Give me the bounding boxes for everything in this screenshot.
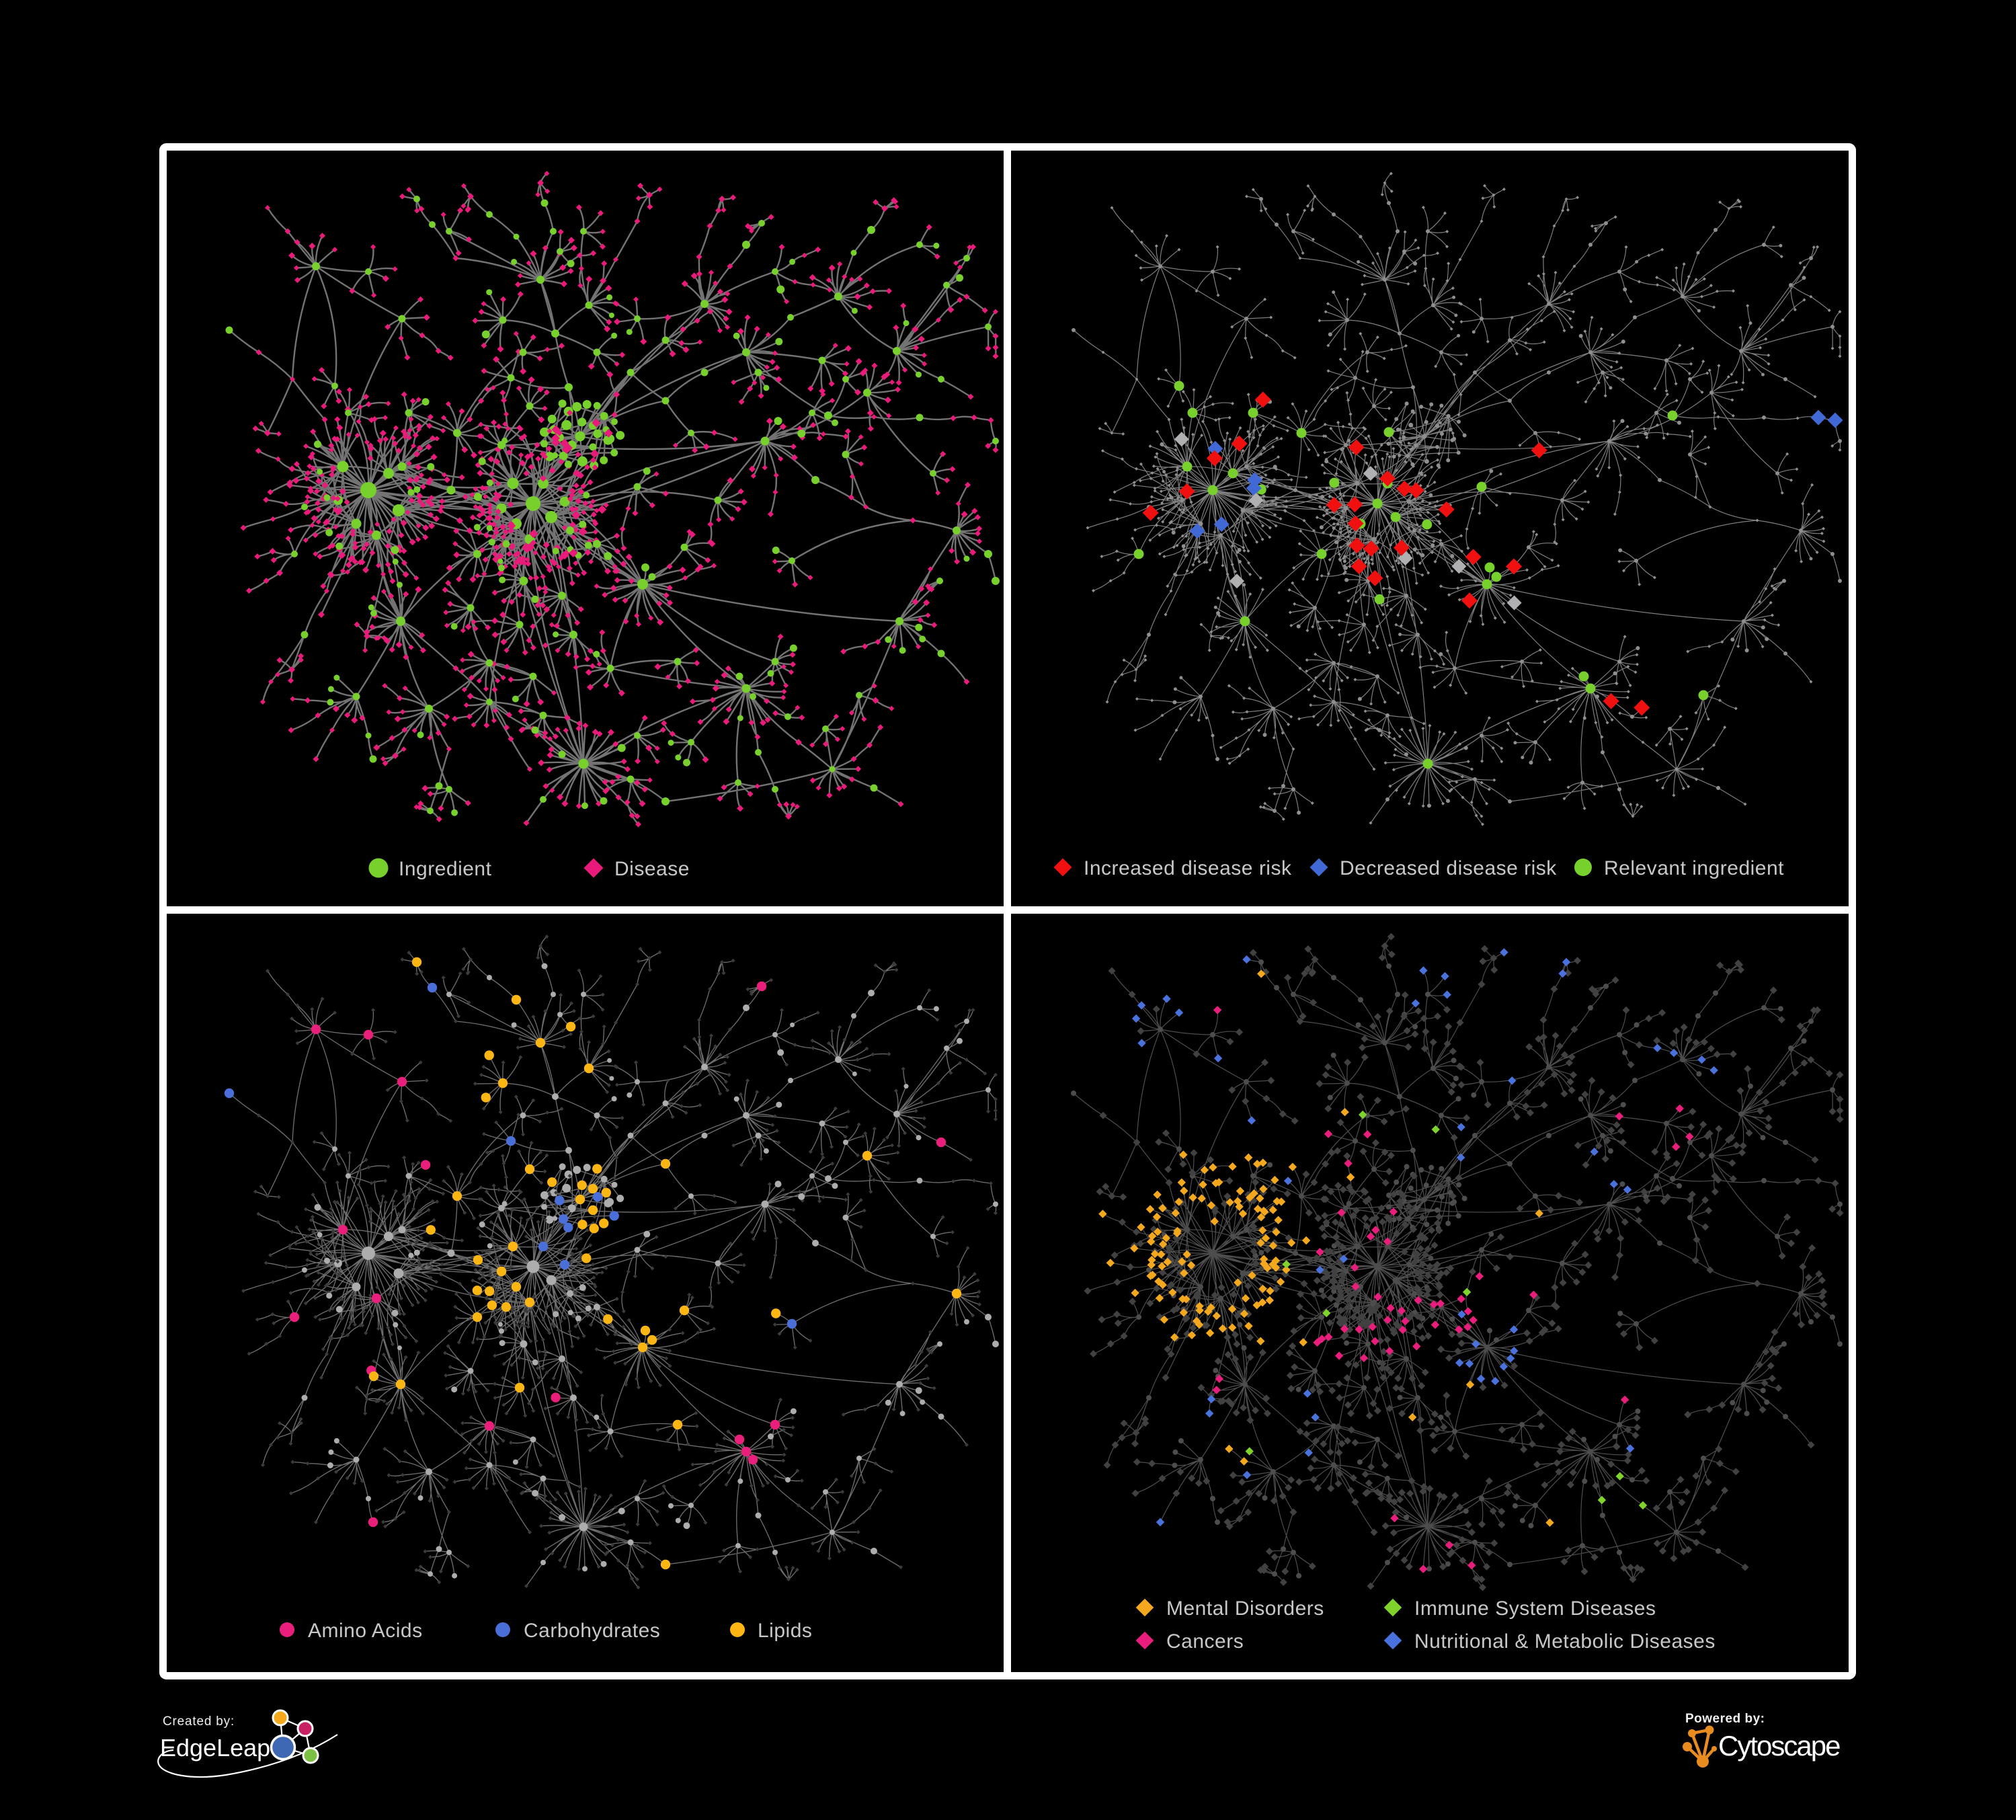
svg-text:Powered by:: Powered by: bbox=[1685, 1712, 1765, 1726]
svg-text:Increased disease risk: Increased disease risk bbox=[1084, 857, 1292, 879]
svg-text:Disease: Disease bbox=[614, 858, 690, 880]
svg-text:Cancers: Cancers bbox=[1166, 1630, 1244, 1653]
svg-text:Cytoscape: Cytoscape bbox=[1718, 1730, 1840, 1762]
svg-text:EdgeLeap: EdgeLeap bbox=[160, 1734, 270, 1762]
svg-text:Ingredient: Ingredient bbox=[399, 858, 492, 880]
svg-text:Created by:: Created by: bbox=[163, 1714, 235, 1729]
svg-text:Decreased disease risk: Decreased disease risk bbox=[1340, 857, 1557, 879]
svg-text:Lipids: Lipids bbox=[758, 1620, 812, 1642]
svg-text:Amino Acids: Amino Acids bbox=[308, 1620, 423, 1642]
svg-text:Mental Disorders: Mental Disorders bbox=[1166, 1597, 1324, 1620]
svg-text:Nutritional & Metabolic Diseas: Nutritional & Metabolic Diseases bbox=[1414, 1630, 1716, 1653]
svg-text:Relevant ingredient: Relevant ingredient bbox=[1604, 857, 1784, 879]
svg-text:Immune System Diseases: Immune System Diseases bbox=[1414, 1597, 1656, 1620]
svg-text:Carbohydrates: Carbohydrates bbox=[524, 1620, 660, 1642]
